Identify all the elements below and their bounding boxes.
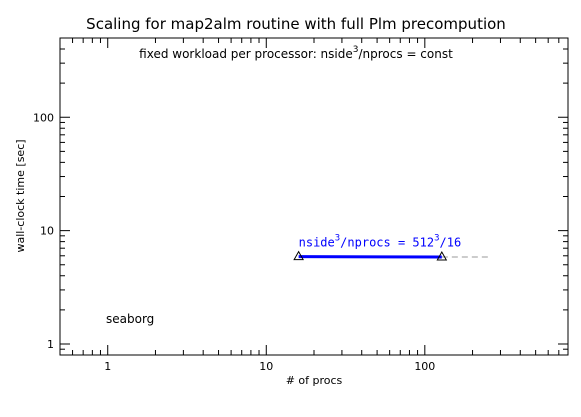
data-point-marker (293, 250, 304, 261)
x-tick-label: 100 (414, 360, 435, 373)
series-label-sup: 3 (335, 234, 340, 244)
x-tick-label: 10 (259, 360, 273, 373)
axes-layer: 1 10 100 1 10 100 (33, 37, 569, 373)
y-tick-label: 10 (40, 225, 54, 238)
series-label-part: /nprocs = 512 (340, 236, 434, 250)
x-tick-label: 1 (104, 360, 111, 373)
x-axis-label: # of procs (286, 374, 343, 387)
annotation-seaborg: seaborg (106, 312, 154, 326)
data-point-marker (436, 251, 448, 261)
y-axis-label: wall-clock time [sec] (14, 139, 27, 252)
chart-subtitle: fixed workload per processor: nside3/npr… (139, 45, 453, 61)
series-label-part: nside (299, 236, 335, 250)
y-tick-label: 1 (47, 338, 54, 351)
plot-frame (59, 37, 569, 356)
series-layer: nside3/nprocs = 5123/16 (293, 234, 490, 261)
y-tick-label: 100 (33, 111, 54, 124)
series-label-sup: 3 (434, 234, 439, 244)
series-label: nside3/nprocs = 5123/16 (299, 234, 462, 250)
series-label-part: /16 (440, 236, 462, 250)
chart-subtitle-prefix: fixed workload per processor: nside (139, 47, 353, 61)
chart-subtitle-suffix: /nprocs = const (359, 47, 454, 61)
chart-title: Scaling for map2alm routine with full Pl… (86, 15, 506, 33)
chart-subtitle-sup: 3 (353, 45, 359, 55)
